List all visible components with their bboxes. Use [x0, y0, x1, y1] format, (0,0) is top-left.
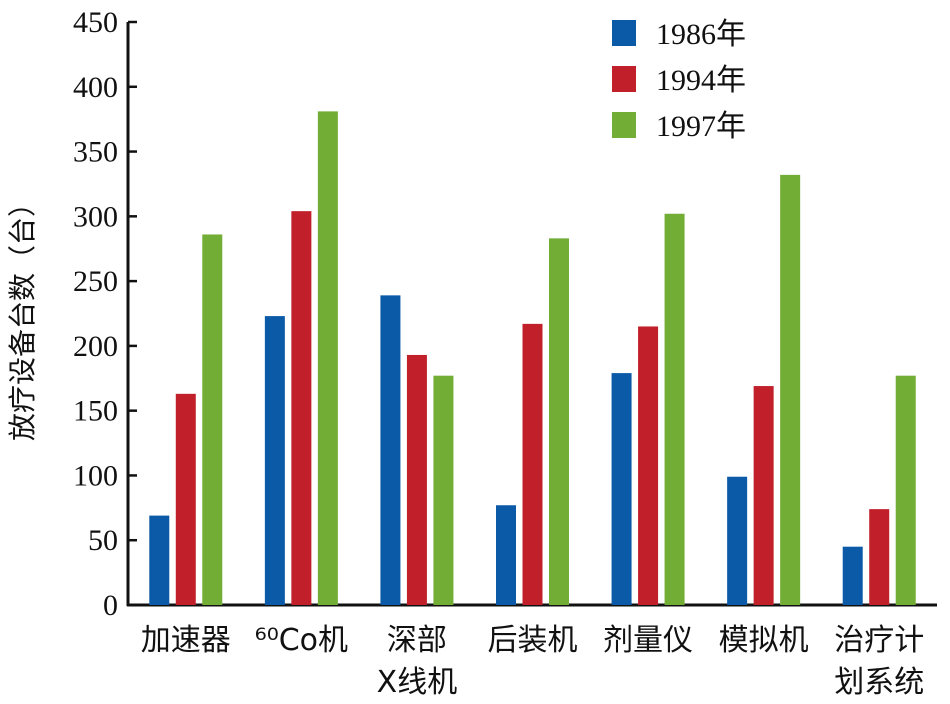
x-tick-label: 划系统 — [834, 665, 924, 700]
y-tick-label: 0 — [103, 589, 118, 622]
bar — [895, 375, 916, 605]
y-tick-label: 150 — [73, 395, 118, 428]
legend-swatch — [612, 112, 636, 138]
legend-swatch — [612, 20, 636, 46]
bar — [780, 174, 801, 605]
y-tick-label: 200 — [73, 330, 118, 363]
x-tick-label: X线机 — [377, 665, 458, 700]
bar — [433, 375, 454, 605]
bar — [202, 234, 223, 605]
y-axis-label: 放疗设备台数（台） — [6, 189, 39, 441]
x-tick-label: 后装机 — [488, 623, 578, 658]
bar — [549, 238, 569, 605]
legend-label: 1986年 — [656, 18, 746, 51]
y-tick-label: 250 — [73, 265, 118, 298]
y-tick-label: 50 — [88, 524, 118, 557]
legend-label: 1994年 — [656, 64, 746, 97]
bar — [380, 295, 401, 605]
bar — [522, 323, 543, 605]
legend-label: 1997年 — [656, 110, 746, 143]
x-tick-label: 模拟机 — [719, 623, 809, 658]
bar — [638, 326, 659, 605]
axes: 0 50 100 150 200 250 300 350 400 450 — [73, 6, 937, 622]
bar — [406, 354, 427, 605]
bar — [664, 213, 685, 605]
x-tick-label: 深部 — [387, 623, 447, 658]
bar — [264, 316, 285, 605]
x-tick-label: ⁶⁰Co机 — [255, 623, 348, 658]
bar — [611, 373, 632, 605]
bar — [175, 393, 196, 605]
bar — [496, 505, 516, 605]
bar — [727, 476, 748, 605]
legend-swatch — [612, 66, 636, 92]
y-tick-label: 350 — [73, 136, 118, 169]
bar — [869, 509, 890, 605]
y-tick-label: 300 — [73, 200, 118, 233]
legend: 1986年 1994年 1997年 — [612, 18, 746, 143]
x-tick-label: 加速器 — [141, 623, 231, 658]
bar — [753, 386, 774, 605]
bar — [291, 211, 312, 605]
x-tick-label: 治疗计 — [834, 623, 924, 658]
y-tick-label: 100 — [73, 459, 118, 492]
x-tick-label: 剂量仪 — [603, 623, 693, 658]
bars — [149, 111, 916, 605]
bar — [842, 546, 863, 605]
y-tick-label: 400 — [73, 71, 118, 104]
bar — [149, 515, 170, 605]
y-tick-label: 450 — [73, 6, 118, 39]
bar — [317, 111, 338, 605]
